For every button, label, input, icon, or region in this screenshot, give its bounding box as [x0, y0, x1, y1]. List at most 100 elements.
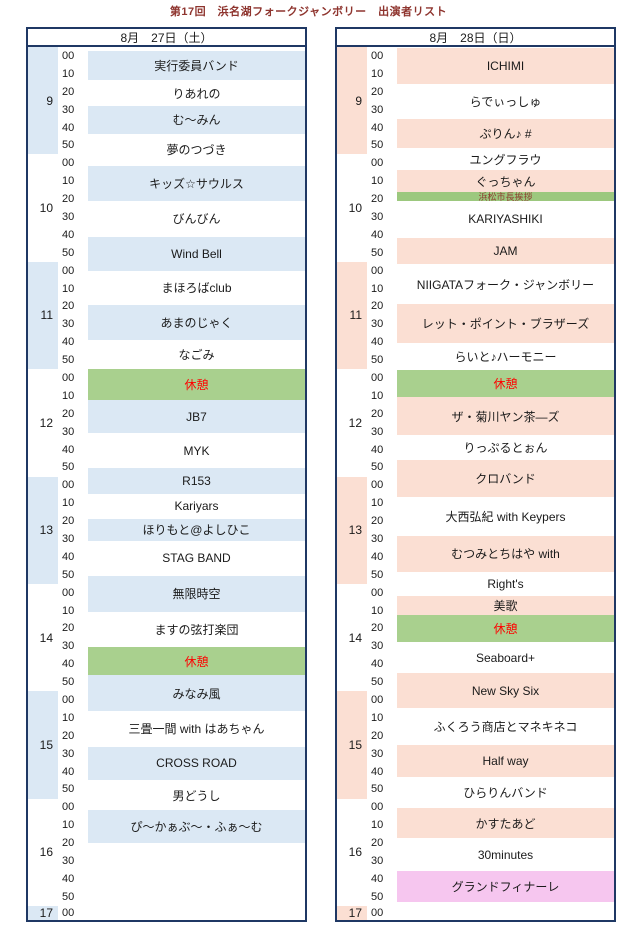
- performer-slot: かすたあど: [397, 808, 614, 838]
- hour-label-17: 17: [28, 906, 58, 921]
- minute-label-20: 20: [371, 622, 384, 635]
- minute-label-10: 10: [371, 67, 384, 80]
- performer-slot: ぷりん♪ #: [397, 118, 614, 149]
- minutes-column: 00 10 20 30 40 50 00 10 20 30 40 50 00 10 20 30 40 50 00 10…: [58, 47, 88, 921]
- minute-label-20: 20: [371, 193, 384, 206]
- minute-label-40: 40: [371, 765, 384, 778]
- minute-label-50: 50: [371, 676, 384, 689]
- hour-label-14: 14: [39, 630, 53, 645]
- hour-label-12: 12: [348, 415, 362, 430]
- performer-slot: JAM: [397, 237, 614, 265]
- empty-tail: [397, 901, 614, 921]
- minute-label-10: 10: [62, 604, 75, 617]
- minute-label-30: 30: [371, 210, 384, 223]
- performer-slot: New Sky Six: [397, 673, 614, 709]
- minute-label-00: 00: [62, 586, 75, 599]
- minute-label-10: 10: [62, 389, 75, 402]
- minute-label-50: 50: [62, 354, 75, 367]
- hour-label-16: 16: [348, 845, 362, 860]
- performer-slot: らでぃっしゅ: [397, 83, 614, 119]
- minute-label-40: 40: [62, 550, 75, 563]
- performer-slot: 実行委員バンド: [88, 50, 305, 81]
- performer-slot: レット・ポイント・ブラザーズ: [397, 303, 614, 344]
- performer-slot: 無限時空: [88, 575, 305, 612]
- minute-label-30: 30: [371, 640, 384, 653]
- minute-label-20: 20: [62, 622, 75, 635]
- performer-slot: ぴ～かぁぶ～・ふぁ～む: [88, 810, 305, 844]
- minute-label-50: 50: [62, 139, 75, 152]
- minute-label-20: 20: [62, 193, 75, 206]
- hour-label-13: 13: [28, 476, 58, 584]
- minute-label-20: 20: [371, 300, 384, 313]
- performer-slots-column: ICHIMI らでぃっしゅ ぷりん♪ # ユングフラウ ぐっちゃん 浜松市長挨拶 KARIY…: [397, 47, 614, 921]
- minute-label-00: 00: [371, 479, 384, 492]
- minute-label-00: 00: [371, 371, 384, 384]
- minute-label-50: 50: [371, 890, 384, 903]
- minute-label-50: 50: [62, 461, 75, 474]
- minute-label-50: 50: [62, 568, 75, 581]
- minute-label-10: 10: [62, 67, 75, 80]
- hour-label-15: 15: [28, 691, 58, 799]
- minute-label-30: 30: [371, 855, 384, 868]
- hour-label-9: 9: [28, 47, 58, 155]
- performer-slot: R153: [88, 468, 305, 494]
- minutes-column: 00 10 20 30 40 50 00 10 20 30 40 50 00 10 20 30 40 50 00 10…: [367, 47, 397, 921]
- minute-label-40: 40: [62, 765, 75, 778]
- minute-label-50: 50: [62, 246, 75, 259]
- performer-slot: 男どうし: [88, 779, 305, 811]
- empty-tail: [88, 843, 305, 921]
- minute-label-20: 20: [62, 300, 75, 313]
- minute-label-00: 00: [371, 49, 384, 62]
- performer-slot: 30minutes: [397, 838, 614, 872]
- minute-label-40: 40: [371, 121, 384, 134]
- minute-label-40: 40: [62, 228, 75, 241]
- minute-label-50: 50: [371, 783, 384, 796]
- minute-label-00: 00: [371, 801, 384, 814]
- performer-slot: 三畳一間 with はあちゃん: [88, 710, 305, 747]
- minute-label-40: 40: [62, 121, 75, 134]
- minute-label-00: 00: [62, 157, 75, 170]
- hours-column: 9 10 11 12 13 14 15 16 17: [337, 47, 367, 921]
- minute-label-00: 00: [62, 264, 75, 277]
- minute-label-00: 00: [62, 906, 75, 919]
- minute-label-50: 50: [62, 890, 75, 903]
- performer-slot: ますの弦打楽団: [88, 611, 305, 648]
- minute-label-00: 00: [62, 694, 75, 706]
- mayor-greeting-slot: 浜松市長挨拶: [397, 191, 614, 201]
- hour-label-17: 17: [337, 906, 367, 921]
- performer-slot: Seaboard+: [397, 642, 614, 674]
- minute-label-20: 20: [62, 515, 75, 528]
- minute-label-10: 10: [62, 711, 75, 724]
- minute-label-30: 30: [371, 532, 384, 545]
- performer-slot: ICHIMI: [397, 47, 614, 84]
- performer-slot: MYK: [88, 432, 305, 469]
- performer-slot: Half way: [397, 744, 614, 778]
- break-slot: 休憩: [88, 647, 305, 676]
- minute-label-50: 50: [371, 568, 384, 581]
- performer-slot: む～みん: [88, 106, 305, 134]
- minute-label-10: 10: [62, 282, 75, 295]
- minute-label-40: 40: [371, 550, 384, 563]
- minute-label-20: 20: [371, 407, 384, 420]
- minute-label-50: 50: [371, 461, 384, 474]
- performer-slot: まほろばclub: [88, 270, 305, 305]
- minute-label-50: 50: [62, 676, 75, 689]
- minute-label-30: 30: [62, 855, 75, 868]
- performer-slot: 大西弘紀 with Keypers: [397, 497, 614, 536]
- minute-label-00: 00: [371, 906, 384, 919]
- minute-label-40: 40: [62, 658, 75, 671]
- minute-label-20: 20: [371, 837, 384, 850]
- hour-label-15: 15: [337, 691, 367, 799]
- minute-label-10: 10: [371, 604, 384, 617]
- break-slot: 休憩: [88, 369, 305, 401]
- minute-label-30: 30: [371, 103, 384, 116]
- performer-slot: クロバンド: [397, 460, 614, 498]
- minute-label-00: 00: [62, 479, 75, 492]
- hour-label-14: 14: [348, 630, 362, 645]
- day-header-sunday: 8月 28日（日）: [337, 29, 614, 47]
- performer-slot: らいと♪ハーモニー: [397, 343, 614, 371]
- minute-label-30: 30: [62, 425, 75, 438]
- minute-label-20: 20: [62, 729, 75, 742]
- minute-label-00: 00: [371, 586, 384, 599]
